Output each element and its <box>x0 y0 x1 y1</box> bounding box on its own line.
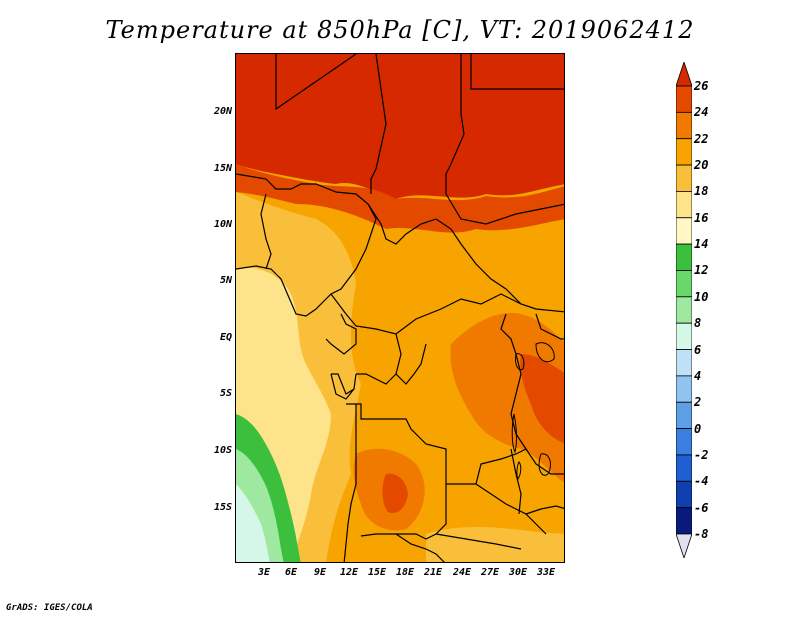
lon-label-21e: 21E <box>423 567 443 578</box>
colorbar-segment <box>676 217 692 245</box>
lon-label-24e: 24E <box>452 567 472 578</box>
lon-label-33e: 33E <box>536 567 556 578</box>
field-24-26-east <box>520 354 564 444</box>
colorbar-segment <box>676 85 692 113</box>
colorbar-label: 20 <box>694 158 709 173</box>
lat-label-5s: 5S <box>219 388 232 399</box>
field-18-20-south <box>426 527 564 562</box>
country-borders <box>236 54 564 562</box>
colorbar-label: 16 <box>694 210 709 225</box>
colorbar-label: 22 <box>694 131 709 146</box>
colorbar-label: -4 <box>694 474 709 489</box>
temperature-map <box>235 53 565 563</box>
lon-label-12e: 12E <box>339 567 359 578</box>
colorbar-label: 0 <box>694 421 702 436</box>
colorbar-label: 26 <box>694 79 709 93</box>
lat-label-15n: 15N <box>213 163 232 174</box>
map-canvas <box>236 54 564 562</box>
colorbar-segment <box>676 454 692 482</box>
colorbar-label: 10 <box>694 289 709 304</box>
colorbar-segment <box>676 164 692 192</box>
colorbar-segment <box>676 349 692 377</box>
lon-label-15e: 15E <box>367 567 387 578</box>
colorbar-segment <box>676 296 692 324</box>
colorbar-label: 14 <box>694 237 709 252</box>
lon-label-6e: 6E <box>284 567 298 578</box>
colorbar-label: -2 <box>694 447 709 462</box>
colorbar-segment <box>676 138 692 166</box>
field-22-24-north <box>236 164 564 233</box>
colorbar-label: 24 <box>694 105 709 120</box>
chart-title: Temperature at 850hPa [C], VT: 201906241… <box>105 16 695 44</box>
colorbar-label: 8 <box>694 316 702 331</box>
lon-label-18e: 18E <box>395 567 415 578</box>
lat-label-eq: EQ <box>219 332 232 343</box>
colorbar-label: 12 <box>694 263 709 278</box>
colorbar-segment <box>676 270 692 298</box>
lat-label-10s: 10S <box>213 445 232 456</box>
colorbar-segment <box>676 507 692 535</box>
lat-label-5n: 5N <box>219 275 232 286</box>
lakes <box>511 342 555 481</box>
lat-label-10n: 10N <box>213 219 232 230</box>
colorbar-segment <box>676 322 692 350</box>
credit-text: GrADS: IGES/COLA <box>6 603 93 613</box>
colorbar-label: 4 <box>694 368 702 383</box>
colorbar-segment <box>676 401 692 429</box>
lat-label-20n: 20N <box>213 106 232 117</box>
colorbar-segment <box>676 375 692 403</box>
lon-label-3e: 3E <box>257 567 271 578</box>
colorbar-label: -6 <box>694 500 709 515</box>
field-24-south-core <box>382 473 408 514</box>
colorbar-bottom-triangle <box>676 533 692 558</box>
lon-label-30e: 30E <box>508 567 528 578</box>
colorbar-segment <box>676 428 692 456</box>
colorbar-segment <box>676 191 692 219</box>
field-22-24-east <box>450 313 564 483</box>
colorbar-label: 18 <box>694 184 709 199</box>
colorbar-segment <box>676 111 692 140</box>
lon-label-27e: 27E <box>480 567 500 578</box>
colorbar <box>676 62 692 558</box>
colorbar-segment <box>676 480 692 509</box>
colorbar-top-triangle <box>676 62 692 87</box>
colorbar-segment <box>676 243 692 271</box>
colorbar-label: 2 <box>694 395 702 410</box>
colorbar-label: 6 <box>694 342 702 357</box>
lon-label-9e: 9E <box>313 567 327 578</box>
colorbar-label: -8 <box>694 527 709 541</box>
field-6-8 <box>236 484 270 562</box>
lat-label-15s: 15S <box>213 502 232 513</box>
field-24-26 <box>236 54 564 199</box>
